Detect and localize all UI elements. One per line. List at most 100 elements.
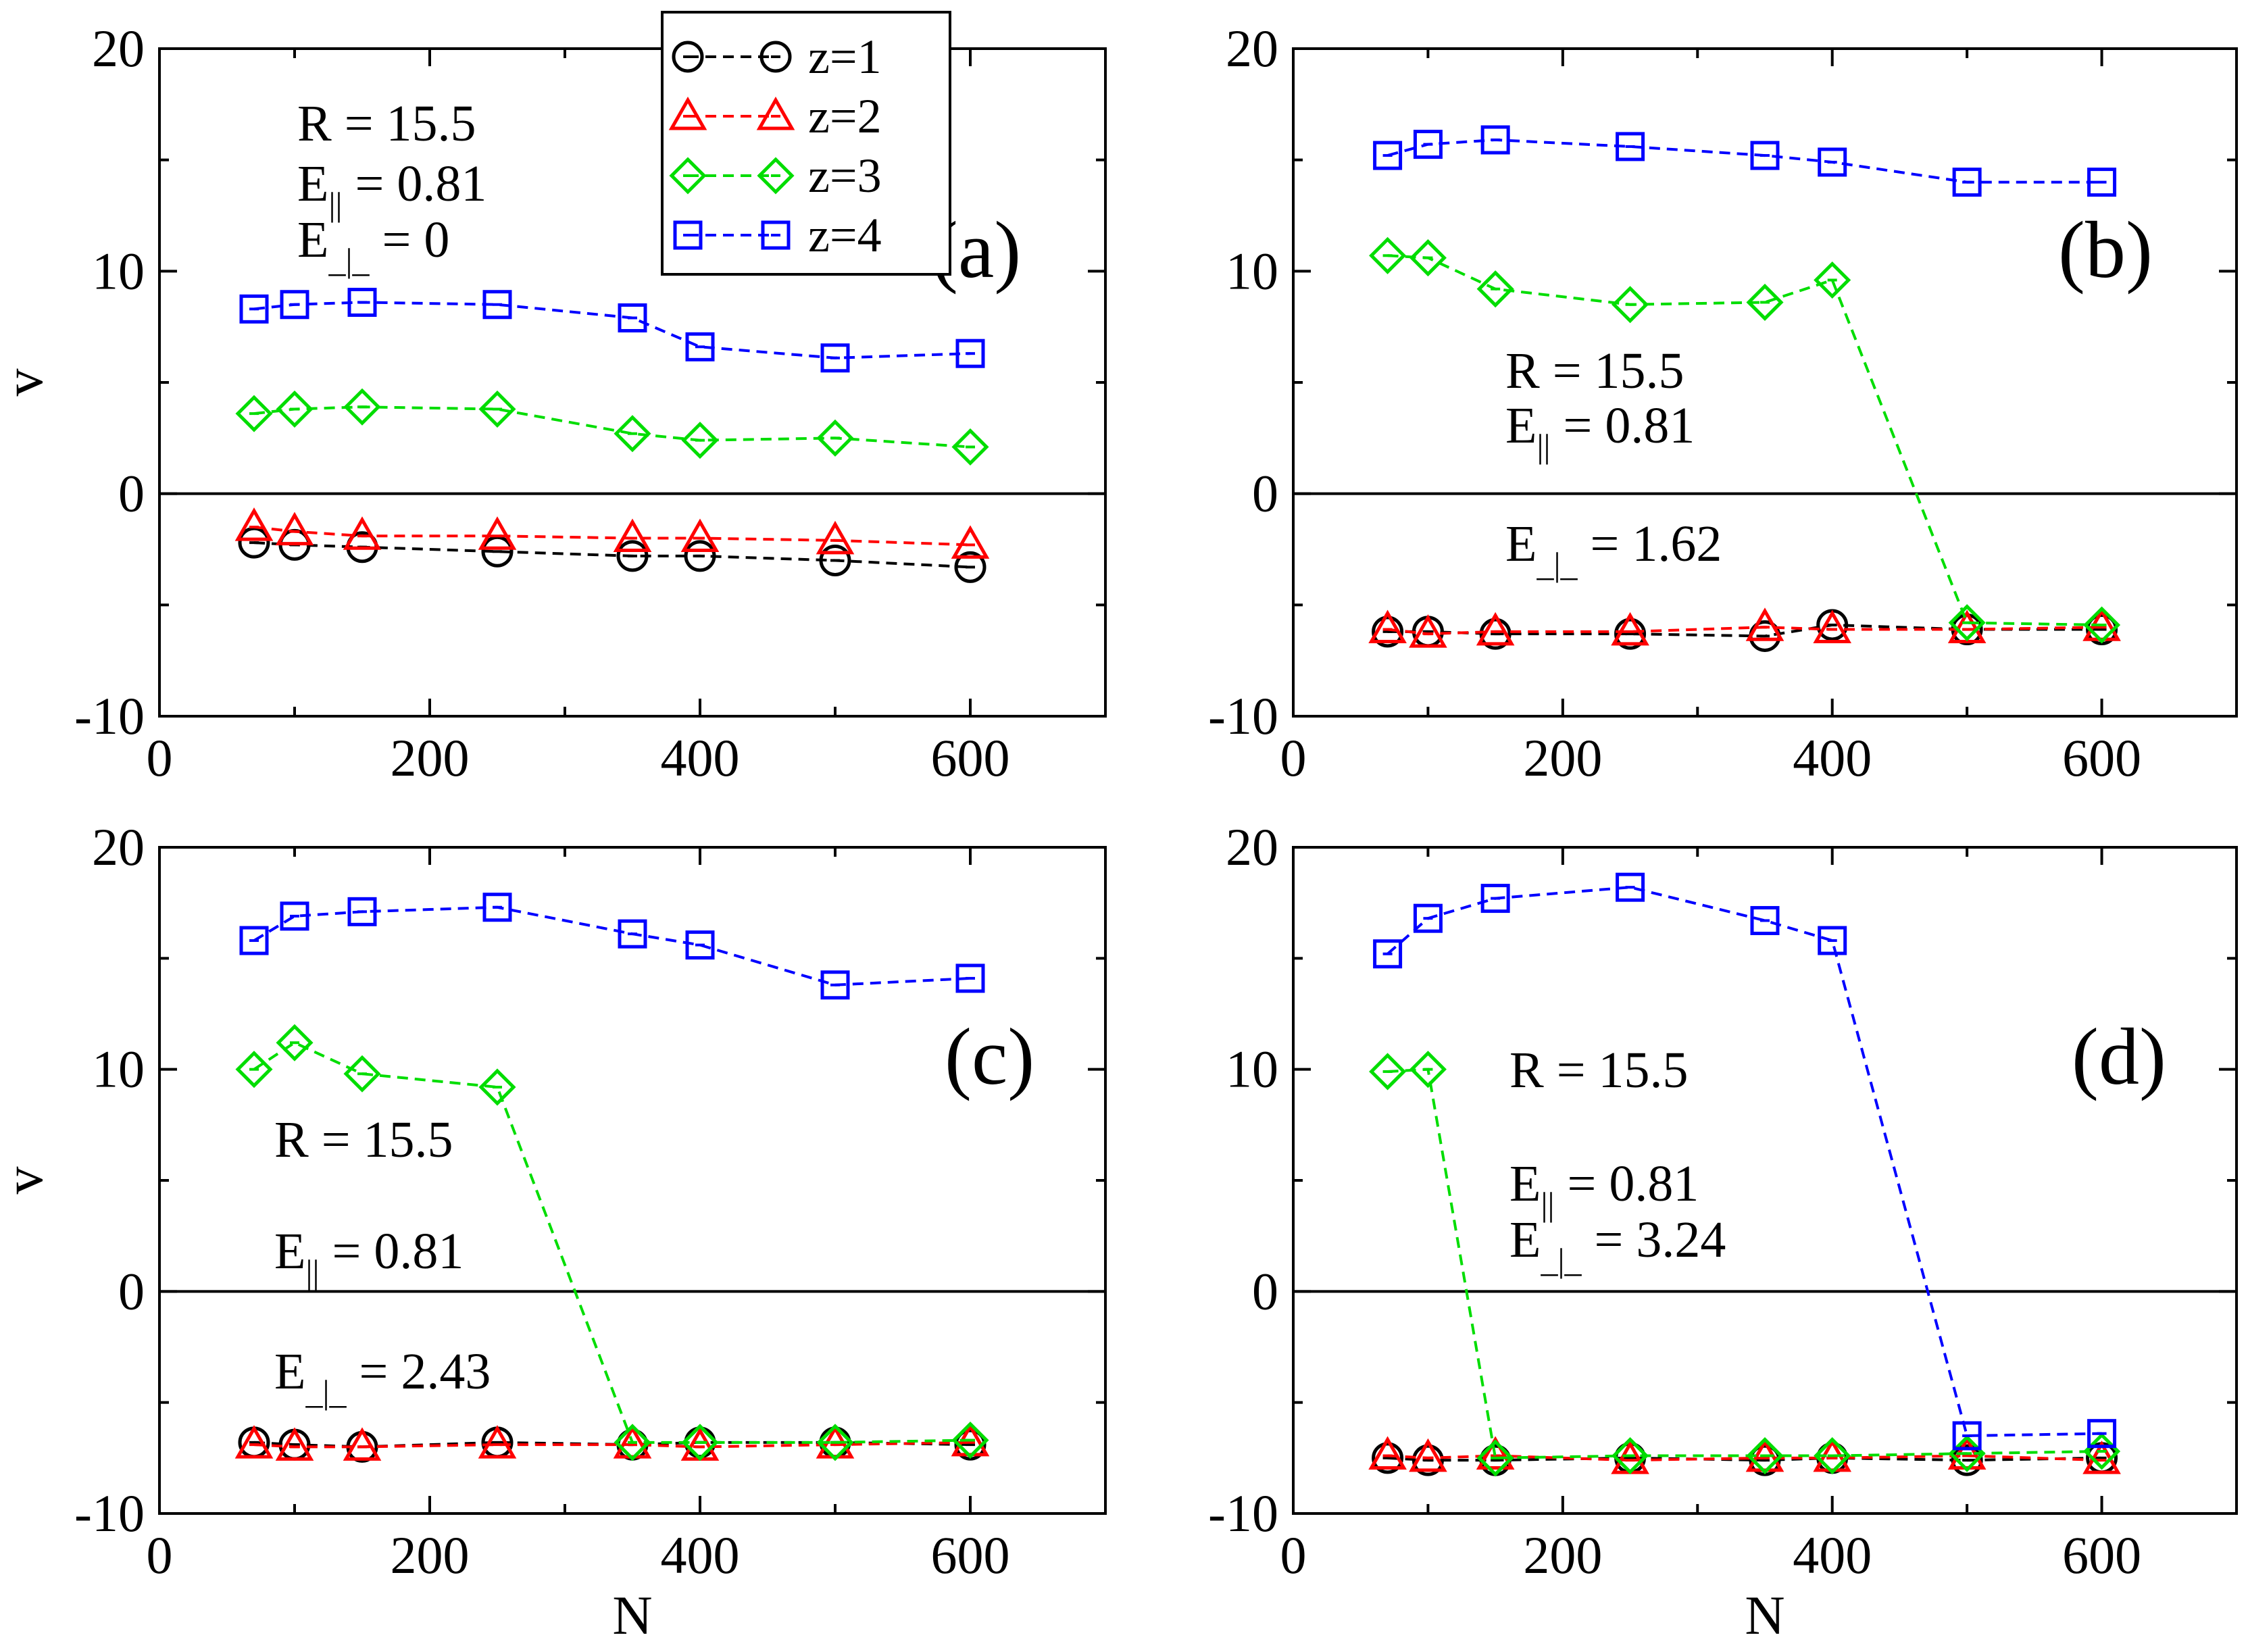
x-tick-label: 600 [931,1526,1010,1584]
data-point-z2 [343,1427,382,1461]
y-tick-label: 20 [92,19,145,78]
data-point-z4 [685,332,715,361]
data-point-z4 [1952,168,1982,197]
data-point-z3 [478,390,516,428]
y-tick-label: 20 [1226,19,1278,78]
data-point-z1 [954,1428,986,1461]
y-tick-label: 10 [92,241,145,300]
y-tick-label: 0 [118,464,145,523]
legend-box [661,11,951,276]
data-point-z4 [239,926,269,955]
data-point-z1 [1951,1444,1983,1476]
legend-marker [668,96,707,130]
data-point-z1 [819,544,851,576]
data-point-z4 [280,901,309,931]
legend-marker [672,41,704,73]
data-point-z3 [816,419,854,457]
x-axis-label: N [612,1584,652,1646]
data-point-z3 [343,388,381,426]
y-tick-label: -10 [1208,1484,1278,1543]
data-point-z3 [1814,1437,1851,1475]
data-point-z2 [1368,1436,1407,1470]
data-point-z2 [478,516,517,550]
x-axis-label: N [1745,1584,1784,1646]
data-point-z3 [951,428,989,466]
x-tick-label: 0 [1280,1526,1307,1584]
y-axis-label: v [0,1167,54,1195]
y-tick-label: 20 [92,818,145,876]
data-point-z1 [2086,614,2118,646]
data-point-z4 [239,294,269,324]
data-point-z4 [347,897,377,926]
data-point-z4 [347,287,377,317]
data-point-z2 [1409,1438,1447,1472]
data-point-z2 [478,1425,517,1459]
data-point-z2 [1745,607,1784,641]
y-tick-label: -10 [74,1484,145,1543]
data-point-z2 [343,516,382,550]
data-point-z4 [1480,884,1510,913]
data-point-z4 [820,970,850,1000]
panel-label: (d) [2072,1011,2166,1101]
data-point-z4 [1413,903,1443,933]
data-point-z2 [680,518,720,553]
y-tick-label: -10 [74,686,145,745]
x-tick-label: 0 [147,728,173,787]
data-point-z3 [1814,261,1851,299]
x-tick-label: 400 [1793,728,1872,787]
data-point-z2 [951,525,990,559]
data-point-z2 [1611,611,1649,646]
annotation-r: R = 15.5 [1509,1042,1689,1099]
data-point-z4 [1750,905,1780,935]
data-point-z4 [1750,141,1780,170]
legend-marker [759,41,792,73]
data-point-z4 [1818,147,1847,177]
data-point-z2 [1813,609,1852,644]
y-tick-label: 10 [1226,241,1278,300]
annotation-r: R = 15.5 [1505,343,1684,399]
data-point-z3 [1612,286,1649,324]
data-point-z3 [1409,1051,1447,1088]
data-point-z1 [954,551,986,583]
data-point-z2 [1947,609,1987,644]
data-point-z1 [1372,1442,1404,1474]
series-line-z4 [1387,139,2102,184]
y-axis-label: v [0,369,54,397]
legend-marker [761,220,791,250]
data-point-z1 [616,540,649,572]
data-point-z2 [275,511,314,546]
data-point-z2 [1409,614,1447,648]
data-point-z3 [478,1068,516,1106]
legend-marker [673,220,703,250]
series-line-z4 [253,301,971,359]
data-point-z4 [1373,939,1403,969]
data-point-z3 [614,415,651,453]
series-line-z4 [253,905,971,986]
x-tick-label: 0 [147,1526,173,1584]
data-point-z4 [482,290,512,320]
annotation-e-perpendicular: E_|_ = 1.62 [1505,516,1722,583]
plot-frame [1292,846,2238,1515]
data-point-z2 [816,520,855,555]
data-point-z3 [1409,239,1447,277]
data-point-z4 [1373,141,1403,170]
data-point-z1 [1412,1444,1444,1476]
data-point-z3 [614,1424,651,1461]
legend-marker [756,96,795,130]
data-point-z2 [1476,611,1515,646]
y-tick-label: 0 [1252,1261,1278,1320]
series-line-z3 [253,405,971,449]
data-point-z4 [955,963,985,993]
x-tick-label: 200 [1523,1526,1602,1584]
legend-label: z=4 [808,208,882,262]
x-tick-label: 400 [661,1526,740,1584]
y-tick-label: 0 [118,1261,145,1320]
data-point-z3 [1476,270,1514,308]
data-point-z3 [235,1051,273,1088]
annotation-e-parallel: E|| = 0.81 [274,1223,464,1291]
data-point-z3 [1369,236,1407,274]
data-point-z3 [951,1422,989,1459]
data-point-z3 [276,1024,314,1061]
y-tick-label: 10 [92,1040,145,1099]
